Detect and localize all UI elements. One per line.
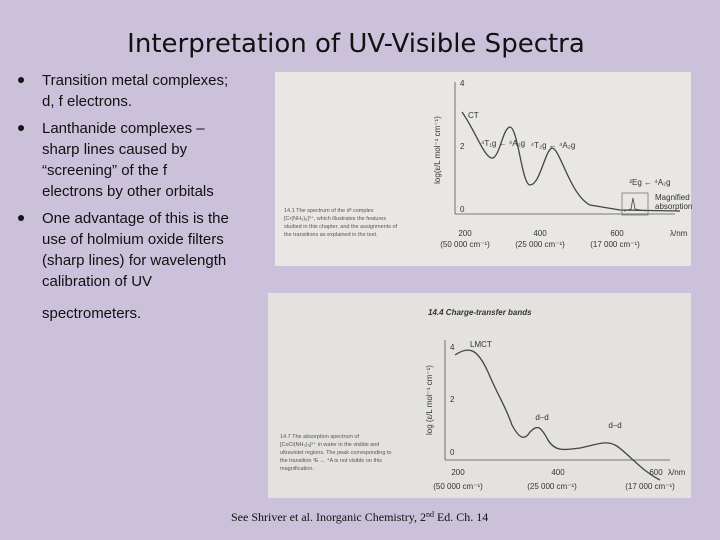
wavenumber-label: (25 000 cm⁻¹): [515, 240, 565, 249]
x-tick-label: 200: [451, 468, 465, 477]
bullet-text: sharp lines caused by: [42, 141, 188, 158]
annotation: ⁴T₁g ← ⁴A₂g: [481, 139, 525, 148]
figure-caption: 14.1 The spectrum of the d³ complex[Cr(N…: [284, 208, 398, 238]
bullet-dot: [18, 77, 24, 83]
y-tick-label: 0: [450, 448, 455, 457]
x-tick-label: 400: [551, 468, 565, 477]
figure-caption: 14.7 The absorption spectrum of[CoCl(NH₃…: [280, 434, 392, 472]
bullet-text: One advantage of this is the: [42, 210, 229, 227]
magnified-box: [621, 192, 649, 216]
y-tick-label: 4: [450, 343, 455, 352]
annotation: LMCT: [470, 340, 492, 349]
caption-line: [CoCl(NH₃)₅]²⁺ in water in the visible a…: [280, 441, 379, 448]
figure-1: log(ε/L mol⁻¹ cm⁻¹) 4 2 0 200 400 600 λ/…: [275, 72, 692, 266]
y-axis-label: log(ε/L mol⁻¹ cm⁻¹): [433, 116, 442, 184]
y-tick-label: 2: [450, 395, 455, 404]
wavenumber-label: (50 000 cm⁻¹): [433, 482, 483, 491]
footer-sup: nd: [426, 510, 434, 519]
bullet-text: use of holmium oxide filters: [42, 231, 224, 248]
caption-line: the transitions as explained in the text…: [284, 232, 378, 238]
magnified-curve: [623, 197, 647, 212]
wavenumber-label: (25 000 cm⁻¹): [527, 482, 577, 491]
bullet-text: d, f electrons.: [42, 93, 132, 110]
y-tick-label: 0: [460, 205, 465, 214]
x-axis-label: λ/nm: [668, 468, 686, 477]
y-tick-label: 2: [460, 142, 465, 151]
figure-heading: 14.4 Charge-transfer bands: [428, 308, 532, 317]
bullet-dot: [18, 125, 24, 131]
caption-line: magnification.: [280, 466, 314, 472]
x-tick-label: 600: [649, 468, 663, 477]
caption-line: [Cr(NH₃)₆]³⁺, which illustrates the feat…: [284, 215, 386, 222]
caption-line: the transition ³E ← ⁴A is not visible on…: [280, 457, 382, 464]
annotation: Magnified: [655, 193, 690, 202]
wavenumber-label: (17 000 cm⁻¹): [590, 240, 640, 249]
wavenumber-label: (50 000 cm⁻¹): [440, 240, 490, 249]
y-axis-label: log (ε/L mol⁻¹ cm⁻¹): [425, 365, 434, 435]
annotation: CT: [468, 111, 479, 120]
footer: See Shriver et al. Inorganic Chemistry, …: [231, 510, 488, 524]
footer-text: See Shriver et al. Inorganic Chemistry, …: [231, 510, 426, 524]
bullet-text: “screening” of the f: [42, 162, 168, 179]
bullet-text: Lanthanide complexes –: [42, 120, 205, 137]
spectrum-curve: [454, 349, 661, 481]
bullet-list: Transition metal complexes; d, f electron…: [18, 72, 229, 322]
x-tick-label: 600: [610, 229, 624, 238]
annotation: d–d: [608, 421, 621, 430]
bullet-text: (sharp lines) for wavelength: [42, 252, 226, 269]
caption-line: 14.1 The spectrum of the d³ complex: [284, 208, 374, 214]
slide-title: Interpretation of UV-Visible Spectra: [127, 29, 585, 59]
x-tick-label: 400: [533, 229, 547, 238]
y-tick-label: 4: [460, 79, 465, 88]
caption-line: studied in this chapter, and the assignm…: [284, 224, 398, 230]
figure-2: 14.4 Charge-transfer bands log (ε/L mol⁻…: [268, 293, 691, 498]
annotation: absorption: [655, 202, 692, 211]
figure-image: [268, 293, 691, 498]
bullet-text: electrons by other orbitals: [42, 183, 214, 200]
annotation: d–d: [535, 413, 548, 422]
bullet-text: spectrometers.: [42, 305, 141, 322]
bullet-text: calibration of UV: [42, 273, 152, 290]
bullet-text: Transition metal complexes;: [42, 72, 228, 89]
annotation: ²Eg ← ⁴A₂g: [629, 178, 670, 187]
footer-text: Ed. Ch. 14: [434, 510, 488, 524]
bullet-dot: [18, 215, 24, 221]
x-tick-label: 200: [458, 229, 472, 238]
spectrum-curve: [461, 111, 681, 212]
annotation: ⁴T₂g ← ⁴A₂g: [531, 141, 576, 150]
wavenumber-label: (17 000 cm⁻¹): [625, 482, 675, 491]
x-axis-label: λ/nm: [670, 229, 688, 238]
caption-line: ultraviolet regions. The peak correspond…: [280, 450, 392, 456]
figure-image: [275, 72, 691, 266]
caption-line: 14.7 The absorption spectrum of: [280, 434, 360, 440]
